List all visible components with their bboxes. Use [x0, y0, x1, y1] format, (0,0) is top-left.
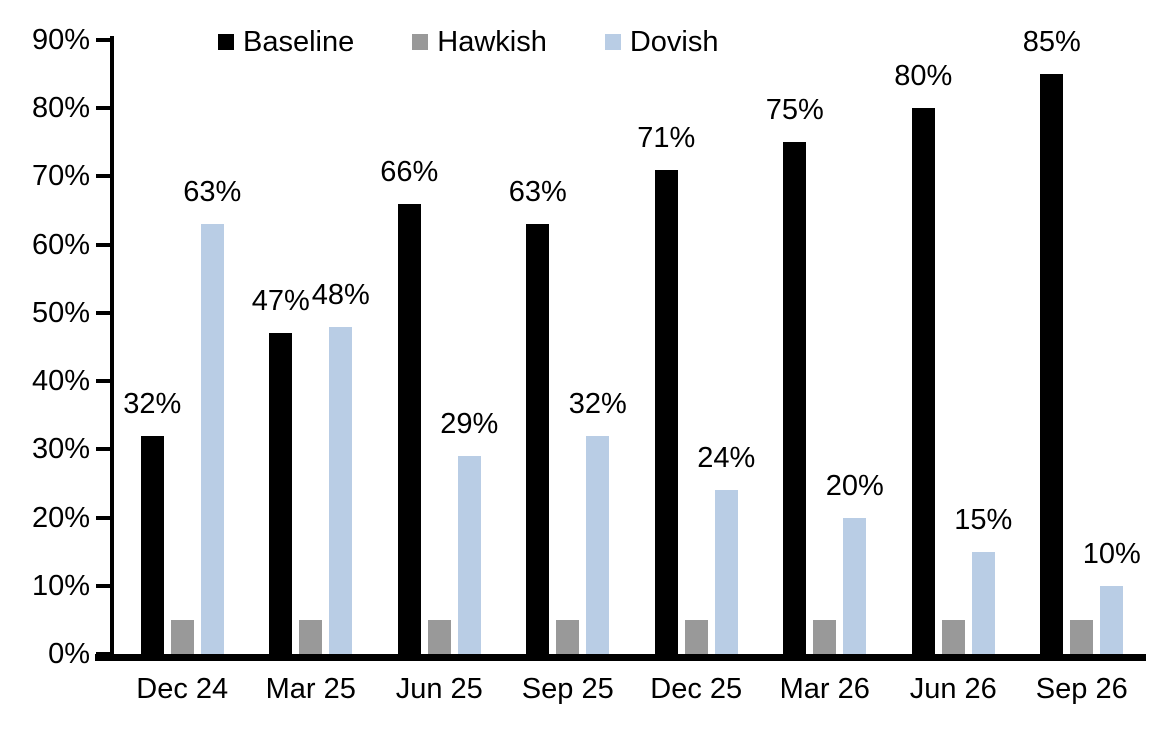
y-axis-tick [96, 242, 110, 247]
legend-entry-baseline: Baseline [218, 24, 354, 60]
legend-entry-hawkish: Hawkish [412, 24, 547, 60]
x-axis-label: Mar 26 [779, 673, 870, 705]
bar-dovish-1 [329, 326, 353, 654]
bar-dovish-3 [586, 435, 610, 654]
legend-label: Baseline [243, 26, 355, 58]
legend-label: Dovish [629, 26, 719, 58]
bar-baseline-0 [140, 435, 164, 654]
y-axis-tick-label: 20% [31, 501, 90, 534]
bar-baseline-1 [269, 333, 293, 654]
bar-dovish-4 [714, 490, 738, 654]
bar-value-label: 85% [1022, 26, 1081, 59]
y-axis-tick [96, 515, 110, 520]
bar-value-label: 66% [380, 155, 439, 188]
bar-value-label: 29% [440, 408, 499, 441]
y-axis-tick-label: 50% [31, 296, 90, 329]
y-axis-tick [96, 106, 110, 111]
y-axis-tick-label: 40% [31, 365, 90, 398]
y-axis-tick-label: 60% [31, 228, 90, 261]
legend-entry-dovish: Dovish [604, 24, 719, 60]
x-axis-label: Mar 25 [265, 673, 356, 705]
y-axis-tick-label: 70% [31, 160, 90, 193]
bar-hawkish-7 [1070, 619, 1094, 654]
bar-group-mar-26: 75% 20% [761, 40, 890, 654]
bar-hawkish-3 [556, 619, 580, 654]
y-axis-tick [96, 652, 110, 656]
bar-value-label: 75% [765, 94, 824, 127]
bar-group-mar-25: 47% 48% [247, 40, 376, 654]
x-axis-label: Jun 26 [909, 673, 997, 705]
bar-dovish-6 [971, 551, 995, 654]
chart-legend: Baseline Hawkish Dovish [218, 24, 719, 60]
y-axis-tick-label: 80% [31, 92, 90, 125]
bar-baseline-4 [654, 169, 678, 654]
legend-swatch-icon [218, 34, 234, 50]
x-axis-label: Sep 25 [521, 673, 614, 705]
bar-hawkish-4 [684, 619, 708, 654]
y-axis-tick [96, 583, 110, 588]
bar-value-label: 10% [1082, 537, 1141, 570]
bar-dovish-2 [457, 456, 481, 654]
y-axis-tick [96, 174, 110, 179]
bar-value-label: 63% [183, 176, 242, 209]
bar-hawkish-5 [813, 619, 837, 654]
y-axis-tick-label: 10% [31, 569, 90, 602]
legend-swatch-icon [412, 34, 429, 50]
bar-value-label: 63% [508, 176, 567, 209]
bar-value-label: 15% [954, 503, 1013, 536]
y-axis-tick [96, 379, 110, 384]
bar-group-jun-25: 66% 29% [375, 40, 504, 654]
bar-group-sep-26: 85% 10% [1018, 26, 1147, 654]
y-axis-tick [96, 310, 110, 315]
y-axis-tick [96, 447, 110, 452]
bar-value-label: 71% [637, 121, 696, 154]
bar-hawkish-6 [941, 619, 965, 654]
bar-baseline-5 [783, 142, 807, 654]
x-axis-label: Dec 25 [650, 673, 743, 705]
bar-dovish-7 [1100, 585, 1124, 654]
bar-dovish-5 [843, 517, 867, 654]
x-axis-label: Sep 26 [1035, 673, 1128, 705]
bar-group-jun-26: 80% 15% [889, 40, 1018, 654]
bar-value-label: 32% [123, 387, 182, 420]
bar-value-label: 32% [568, 387, 627, 420]
bar-dovish-0 [200, 224, 224, 654]
bar-baseline-2 [397, 203, 421, 654]
y-axis-tick-label: 90% [31, 24, 90, 56]
legend-swatch-icon [604, 34, 621, 50]
y-axis-tick-label: 30% [31, 433, 90, 466]
bar-group-dec-25: 71% 24% [632, 40, 761, 654]
x-axis-label: Dec 24 [136, 673, 229, 705]
y-axis-tick-label: 0% [48, 638, 90, 670]
bar-baseline-6 [911, 108, 935, 654]
bar-value-label: 20% [825, 469, 884, 502]
bar-baseline-7 [1040, 74, 1064, 654]
plot-area: 32% 63% 47% 48% 66% 29% 63% 32% 71% 24% 75% 20% 80% 1… [118, 26, 1147, 654]
bar-value-label: 80% [894, 60, 953, 93]
bar-value-label: 24% [697, 442, 756, 475]
x-axis-line [95, 654, 1146, 661]
y-axis-line [110, 36, 114, 661]
x-axis-label: Jun 25 [395, 673, 483, 705]
legend-label: Hawkish [437, 26, 547, 58]
bar-hawkish-0 [170, 619, 194, 654]
bar-hawkish-1 [299, 619, 323, 654]
bar-value-label: 47% [251, 285, 310, 318]
y-axis-tick [96, 38, 110, 42]
bar-value-label: 48% [311, 278, 370, 311]
bar-baseline-3 [526, 224, 550, 654]
bar-group-sep-25: 63% 32% [504, 40, 633, 654]
bar-hawkish-2 [427, 619, 451, 654]
bar-group-dec-24: 32% 63% [118, 40, 247, 654]
